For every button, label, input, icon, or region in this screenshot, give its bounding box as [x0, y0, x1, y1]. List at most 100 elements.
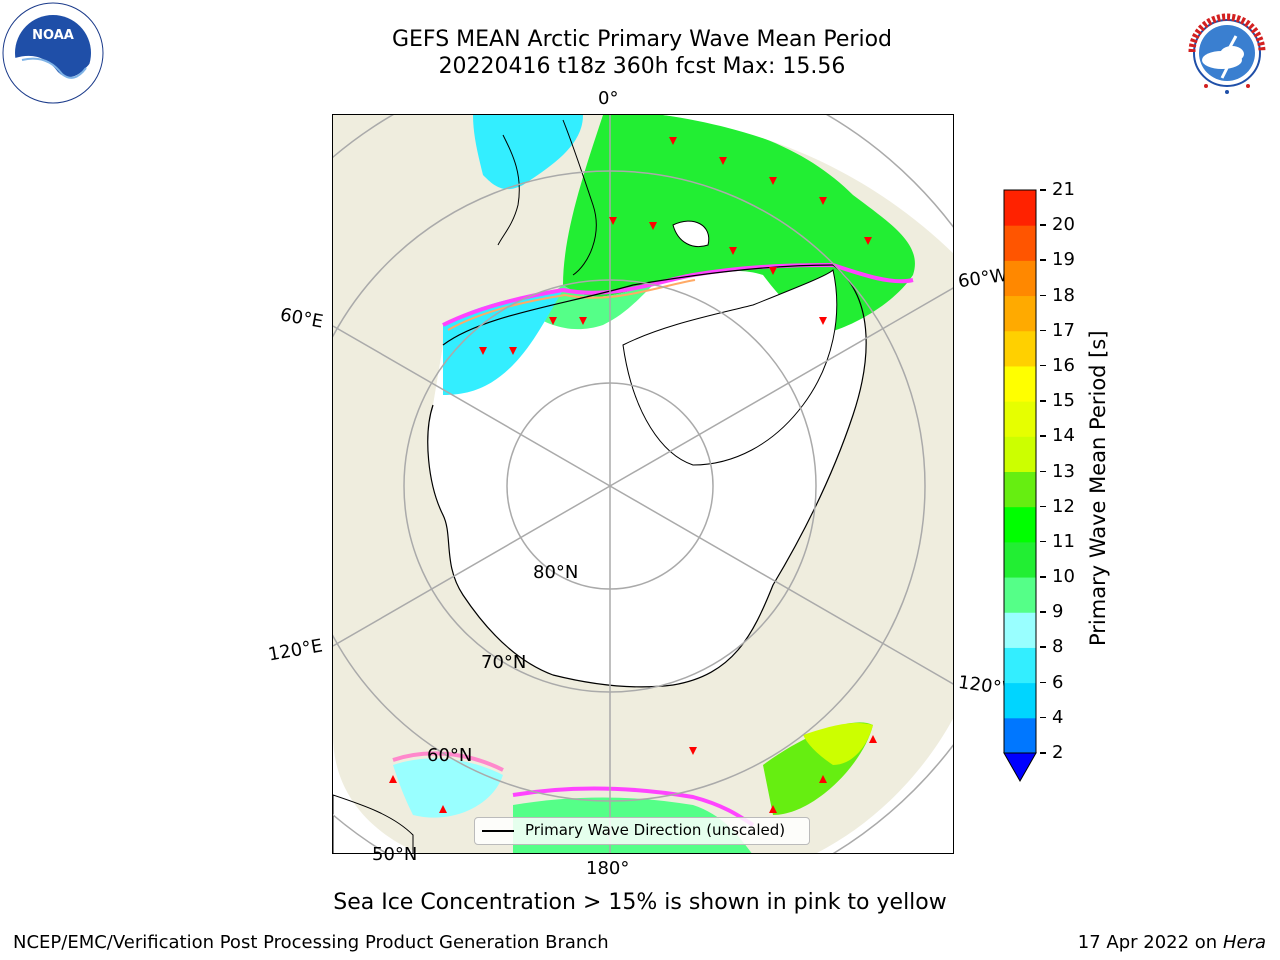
colorbar-tick-mark	[1040, 435, 1046, 437]
wave-field-alaska-high	[803, 723, 873, 765]
parallel-label-60n: 60°N	[427, 745, 473, 766]
colorbar-ticks: 2 4 6 8 9 10 11 12 13 14 15 16 17 18 19 20 21	[1040, 179, 1080, 763]
colorbar-frame	[1003, 189, 1037, 754]
arrow	[729, 247, 737, 255]
colorbar-tick-label: 19	[1052, 249, 1075, 271]
arrow	[549, 317, 557, 325]
sea-ice-edge-inner	[447, 279, 696, 331]
colorbar-tick-label: 14	[1052, 425, 1075, 447]
colorbar-band	[1004, 612, 1036, 648]
colorbar-tick-mark	[1040, 189, 1046, 191]
date-label: 17 Apr 2022 on	[1077, 932, 1223, 953]
colorbar-band	[1004, 717, 1036, 754]
arrow	[819, 317, 827, 325]
colorbar-band	[1004, 401, 1036, 437]
coastline-eurasia	[442, 264, 834, 346]
polar-map	[333, 115, 953, 853]
colorbar-tick-label: 20	[1052, 214, 1075, 236]
meridian-60e	[333, 325, 611, 487]
colorbar-band	[1004, 365, 1036, 402]
colorbar-graphic	[1003, 189, 1037, 783]
arrow	[509, 347, 517, 355]
coastline-canada	[672, 264, 867, 686]
domain-edge-ne	[663, 115, 953, 254]
arrow	[439, 805, 447, 813]
colorbar-tick-mark	[1040, 716, 1046, 719]
meridian-120e	[333, 485, 611, 647]
colorbar-band	[1004, 541, 1036, 578]
colorbar-band	[1004, 577, 1036, 613]
colorbar-tick-label: 11	[1052, 530, 1075, 552]
colorbar-tick-label: 18	[1052, 284, 1075, 306]
arrow	[819, 197, 827, 205]
colorbar-tick-label: 9	[1052, 601, 1064, 623]
colorbar-band	[1004, 506, 1036, 543]
map-subtitle: 20220416 t18z 360h fcst Max: 15.56	[438, 54, 846, 79]
arrow	[819, 775, 827, 783]
arrow	[719, 157, 727, 165]
colorbar-band	[1004, 330, 1036, 367]
machine-name: Hera	[1222, 932, 1266, 953]
date-text: 17 Apr 2022 on Hera	[1078, 932, 1266, 953]
colorbar-tick-mark	[1040, 681, 1046, 684]
meridian-label-60e: 60°E	[278, 304, 325, 333]
colorbar-tick-label: 2	[1052, 742, 1064, 763]
domain-edge-sw	[333, 735, 419, 853]
coastline-kamchatka	[333, 794, 414, 853]
arrow	[769, 805, 777, 813]
colorbar-band	[1004, 682, 1036, 719]
colorbar-tick-mark	[1040, 294, 1046, 297]
colorbar-extend-arrow	[1003, 752, 1037, 783]
coastline-uk	[497, 134, 520, 246]
wave-field-okhotsk	[393, 758, 503, 818]
colorbar-tick-mark	[1040, 224, 1046, 226]
colorbar-tick-mark	[1040, 364, 1046, 367]
arrow	[689, 747, 697, 755]
parallel-label-80n: 80°N	[533, 562, 579, 583]
colorbar-tick-label: 16	[1052, 354, 1075, 376]
colorbar-tick-mark	[1040, 752, 1046, 754]
wave-field-barents-sea	[443, 290, 563, 395]
colorbar-tick-mark	[1040, 540, 1046, 543]
noaa-logo: NOAA	[2, 2, 104, 104]
arrow	[579, 317, 587, 325]
colorbar-tick-label: 6	[1052, 671, 1064, 693]
arrow	[769, 267, 777, 275]
wave-direction-arrows	[389, 137, 877, 813]
colorbar-tick-mark	[1040, 259, 1046, 261]
parallel-label-70n: 70°N	[481, 652, 527, 673]
parallel-label-50n: 50°N	[372, 844, 418, 865]
colorbar-tick-label: 21	[1052, 179, 1075, 200]
colorbar-band	[1004, 436, 1036, 472]
legend-label: Primary Wave Direction (unscaled)	[525, 821, 786, 839]
domain-edge-se	[816, 718, 953, 853]
colorbar-tick-mark	[1040, 611, 1046, 613]
map-title: GEFS MEAN Arctic Primary Wave Mean Perio…	[391, 27, 892, 52]
colorbar-band	[1004, 225, 1036, 261]
colorbar-tick-label: 10	[1052, 566, 1075, 588]
arrow	[389, 775, 397, 783]
credit-text: NCEP/EMC/Verification Post Processing Pr…	[13, 932, 609, 953]
coastline-scandinavia	[562, 119, 597, 276]
legend	[474, 817, 810, 845]
colorbar-label: Primary Wave Mean Period [s]	[1086, 330, 1110, 646]
colorbar-tick-mark	[1040, 470, 1046, 472]
arrow	[864, 237, 872, 245]
meridian-label-180: 180°	[586, 858, 630, 879]
colorbar	[1003, 188, 1037, 788]
wave-field-baltic	[473, 115, 583, 190]
colorbar-tick-mark	[1040, 400, 1046, 402]
colorbar-band	[1004, 471, 1036, 508]
arrow	[479, 347, 487, 355]
colorbar-tick-label: 4	[1052, 706, 1064, 728]
graticule	[333, 115, 953, 853]
nws-logo	[1176, 2, 1278, 104]
meridian-label-120e: 120°E	[266, 635, 325, 666]
colorbar-tick-mark	[1040, 505, 1046, 508]
colorbar-tick-label: 12	[1052, 495, 1075, 517]
colorbar-tick-mark	[1040, 576, 1046, 578]
coastline-siberia	[427, 404, 674, 688]
greenland	[622, 269, 838, 466]
arrow	[769, 177, 777, 185]
colorbar-band	[1004, 295, 1036, 332]
